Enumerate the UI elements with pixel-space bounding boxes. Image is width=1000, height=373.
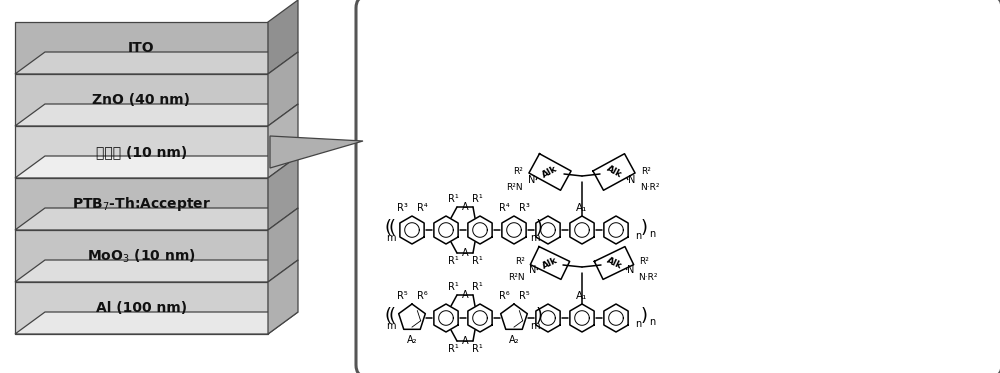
- Text: 界面层 (10 nm): 界面层 (10 nm): [96, 145, 187, 159]
- Text: N: N: [529, 265, 537, 275]
- Text: R¹: R¹: [472, 256, 482, 266]
- Text: Alk: Alk: [605, 164, 623, 180]
- Text: N: N: [528, 175, 536, 185]
- Text: N·R²: N·R²: [638, 273, 658, 282]
- Polygon shape: [270, 136, 363, 168]
- Text: R¹: R¹: [448, 194, 458, 204]
- Text: R²: R²: [513, 167, 523, 176]
- Text: A: A: [462, 290, 468, 300]
- Text: (: (: [388, 307, 396, 325]
- Text: m: m: [530, 233, 540, 243]
- Text: (: (: [388, 219, 396, 237]
- Polygon shape: [15, 104, 298, 126]
- Text: (: (: [384, 219, 392, 237]
- Text: R²: R²: [639, 257, 649, 266]
- Text: N: N: [628, 175, 636, 185]
- Text: MoO$_3$ (10 nm): MoO$_3$ (10 nm): [87, 247, 196, 265]
- Text: R²: R²: [641, 167, 651, 176]
- Text: Al (100 nm): Al (100 nm): [96, 301, 187, 315]
- Text: m: m: [386, 233, 396, 243]
- Polygon shape: [15, 126, 268, 178]
- Text: PTB$_7$-Th:Accepter: PTB$_7$-Th:Accepter: [72, 195, 211, 213]
- Text: R⁴: R⁴: [499, 203, 509, 213]
- Polygon shape: [268, 208, 298, 282]
- Text: R¹: R¹: [472, 282, 482, 292]
- Polygon shape: [15, 282, 268, 334]
- Polygon shape: [15, 52, 298, 74]
- Text: n: n: [649, 229, 655, 239]
- Text: R²: R²: [515, 257, 525, 266]
- Text: R¹: R¹: [448, 282, 458, 292]
- Polygon shape: [268, 104, 298, 178]
- Polygon shape: [594, 247, 634, 279]
- Text: R⁵: R⁵: [519, 291, 529, 301]
- Text: ): ): [536, 219, 542, 237]
- Text: R⁴: R⁴: [417, 203, 427, 213]
- Polygon shape: [15, 156, 298, 178]
- Text: ITO: ITO: [128, 41, 155, 55]
- Text: R²N: R²N: [506, 184, 522, 192]
- Polygon shape: [268, 156, 298, 230]
- Text: R¹: R¹: [472, 194, 482, 204]
- Text: n: n: [649, 317, 655, 327]
- Text: R⁶: R⁶: [499, 291, 509, 301]
- Text: A: A: [462, 202, 468, 212]
- Polygon shape: [15, 208, 298, 230]
- Polygon shape: [15, 230, 268, 282]
- Text: ): ): [640, 219, 648, 237]
- Text: ): ): [536, 307, 542, 325]
- Text: R³: R³: [397, 203, 407, 213]
- Text: m: m: [386, 321, 396, 331]
- Text: Alk: Alk: [605, 256, 623, 270]
- Text: A₂: A₂: [509, 335, 519, 345]
- Text: (: (: [384, 307, 392, 325]
- Polygon shape: [268, 260, 298, 334]
- Text: A: A: [462, 248, 468, 258]
- FancyBboxPatch shape: [356, 0, 1000, 373]
- Text: Alk: Alk: [541, 164, 559, 180]
- Polygon shape: [15, 22, 268, 74]
- Text: A₂: A₂: [407, 335, 417, 345]
- Polygon shape: [529, 154, 571, 190]
- Text: R³: R³: [519, 203, 529, 213]
- Text: R¹: R¹: [448, 256, 458, 266]
- Polygon shape: [593, 154, 635, 190]
- Polygon shape: [530, 247, 570, 279]
- Polygon shape: [15, 74, 268, 126]
- Text: R¹: R¹: [448, 344, 458, 354]
- Text: n: n: [635, 319, 641, 329]
- Polygon shape: [15, 312, 298, 334]
- Text: Alk: Alk: [541, 256, 559, 270]
- Text: n: n: [635, 231, 641, 241]
- Polygon shape: [268, 0, 298, 74]
- Text: N: N: [627, 265, 635, 275]
- Text: R¹: R¹: [472, 344, 482, 354]
- Polygon shape: [15, 260, 298, 282]
- Text: R⁶: R⁶: [417, 291, 427, 301]
- Text: ZnO (40 nm): ZnO (40 nm): [92, 93, 190, 107]
- Text: A₁: A₁: [576, 203, 588, 213]
- Polygon shape: [15, 178, 268, 230]
- Text: m: m: [530, 321, 540, 331]
- Text: ): ): [640, 307, 648, 325]
- Text: R²N: R²N: [508, 273, 524, 282]
- Text: A: A: [462, 336, 468, 346]
- Text: R⁵: R⁵: [397, 291, 407, 301]
- Text: N·R²: N·R²: [640, 184, 660, 192]
- Polygon shape: [268, 52, 298, 126]
- Text: A₁: A₁: [576, 291, 588, 301]
